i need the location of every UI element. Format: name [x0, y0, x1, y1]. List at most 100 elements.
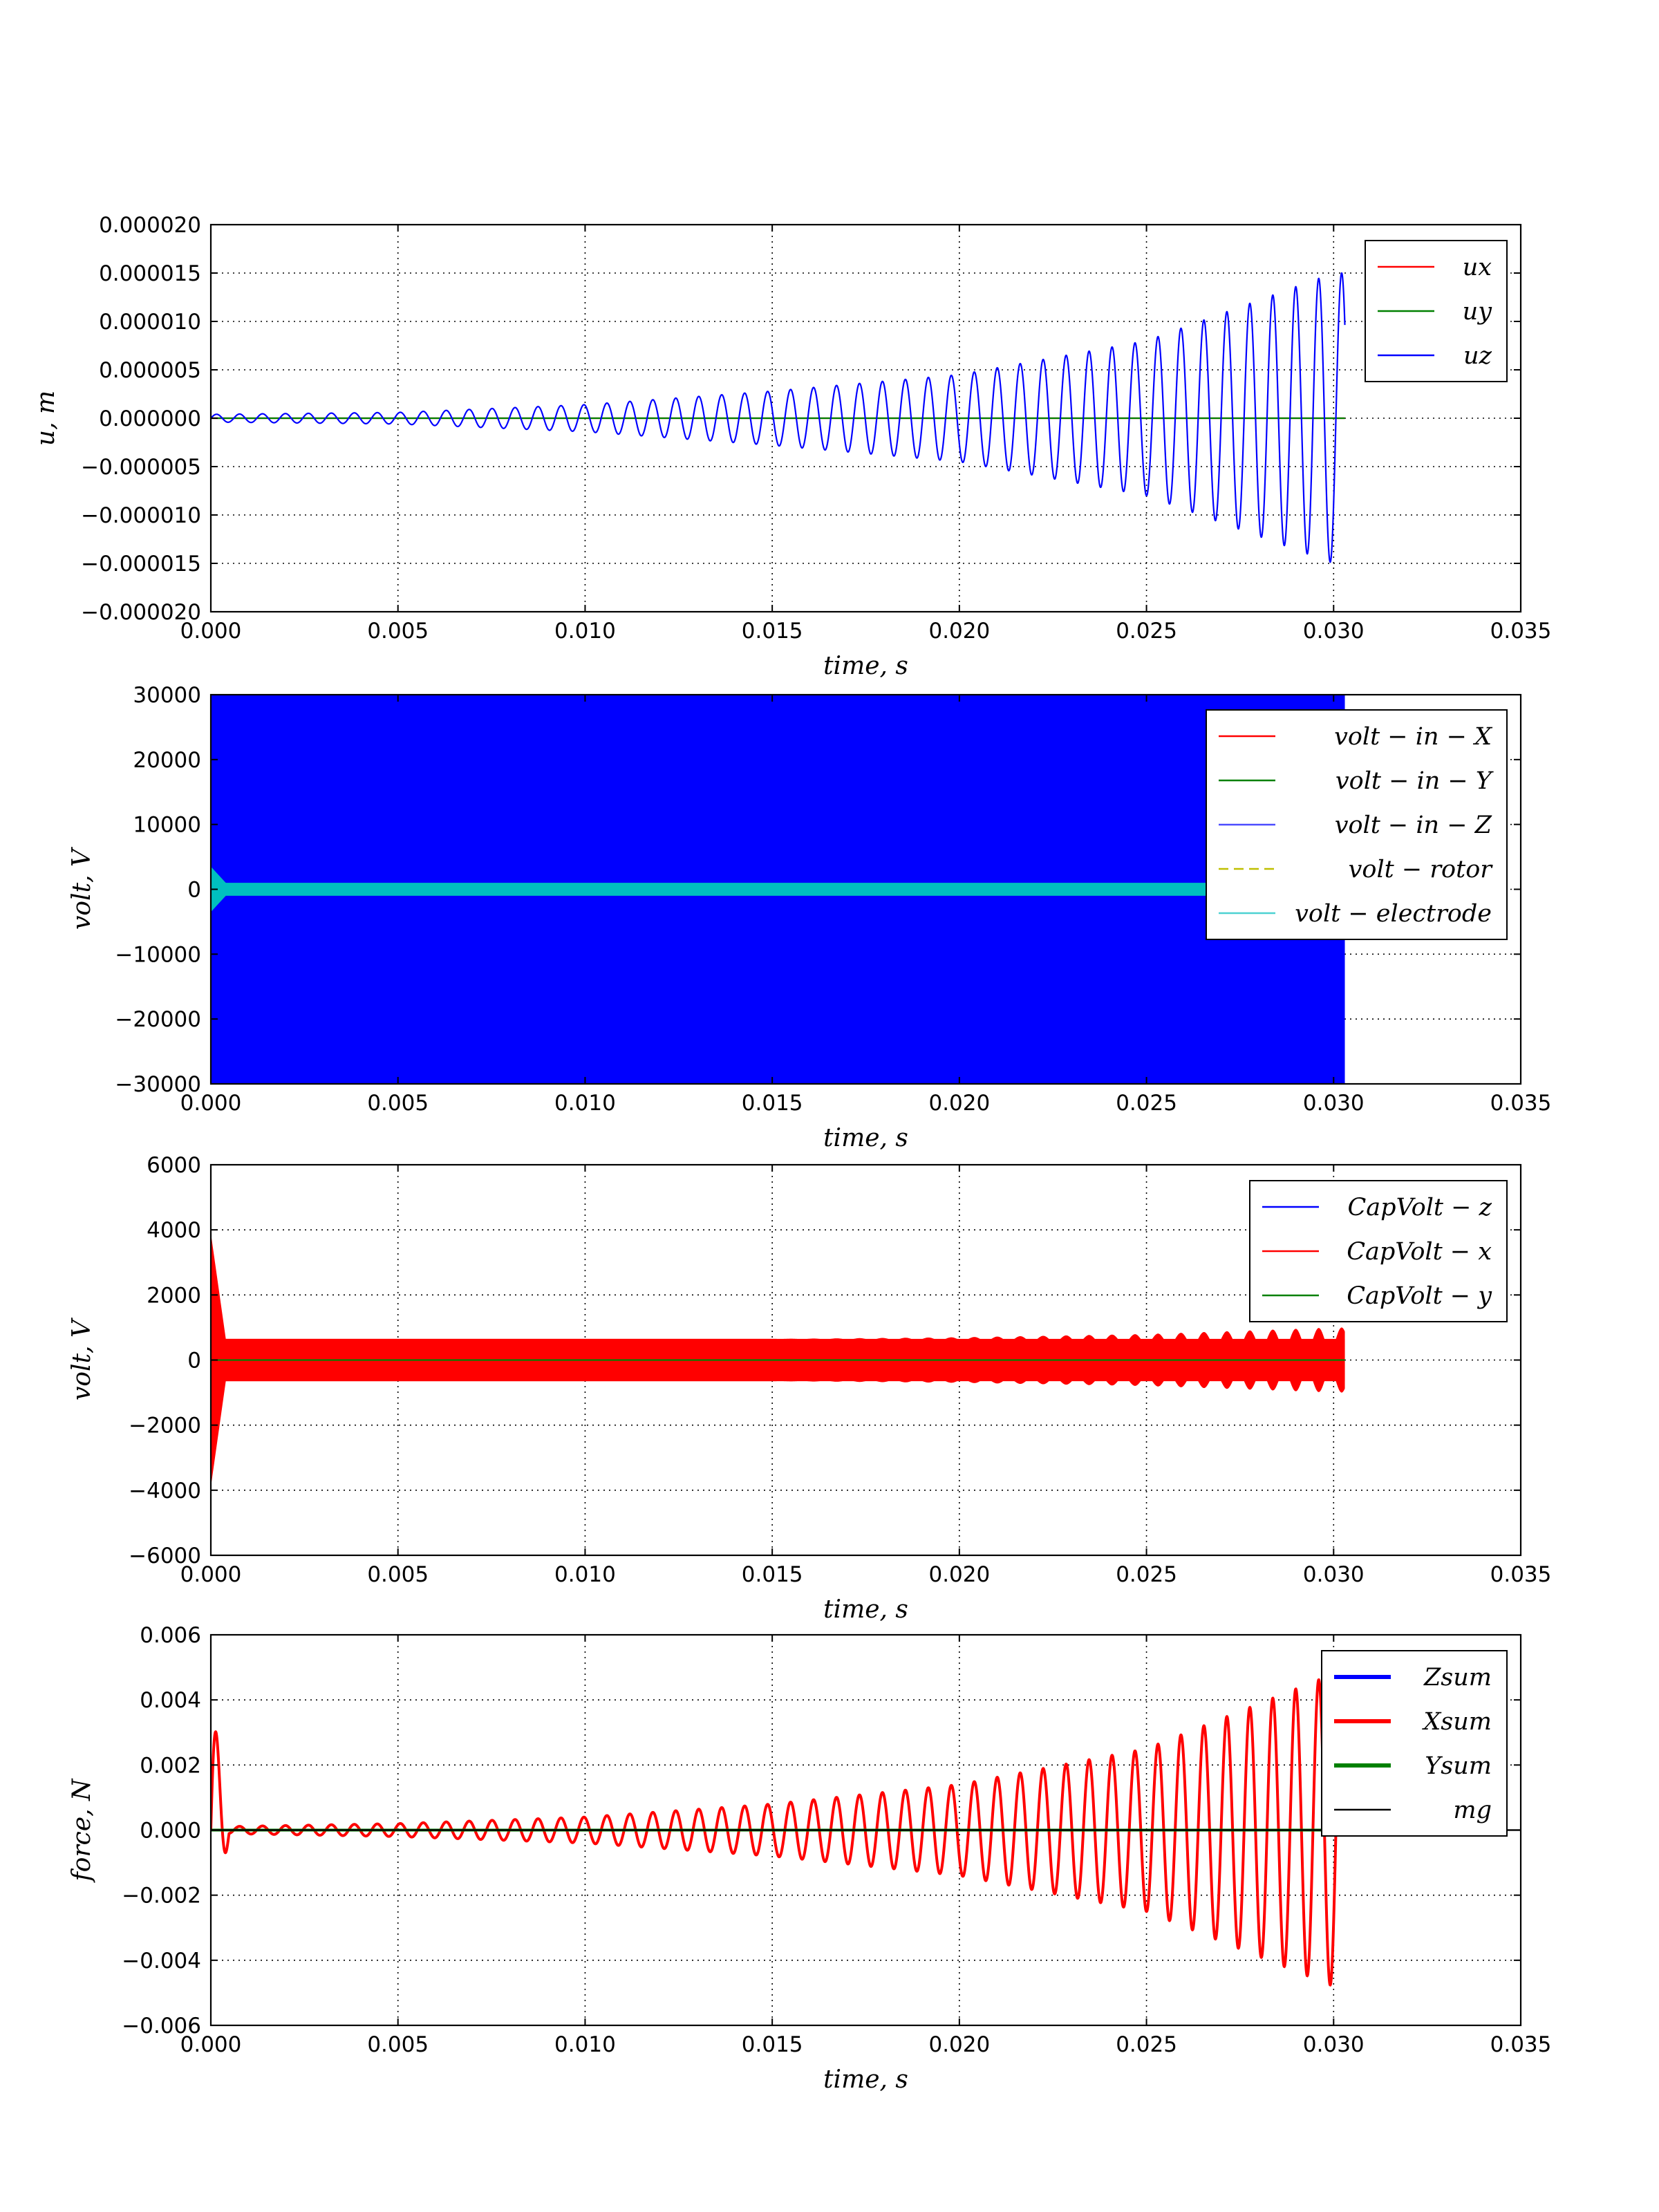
- x-tick-label: 0.020: [928, 1562, 990, 1587]
- y-tick-label: 0.000000: [99, 406, 201, 431]
- x-tick-label: 0.025: [1116, 2032, 1177, 2057]
- legend: ux uy uz: [1365, 240, 1508, 382]
- series-xsum: [211, 1672, 1347, 1987]
- y-tick-label: 0: [187, 878, 201, 903]
- y-axis-label: force, N: [68, 1778, 96, 1884]
- y-tick-label: −0.000020: [81, 600, 201, 625]
- x-tick-label: 0.005: [367, 1091, 429, 1116]
- y-tick-label: 20000: [133, 748, 201, 773]
- y-tick-label: −0.002: [122, 1884, 201, 1909]
- legend-label: CapVolt − x: [1347, 1238, 1492, 1266]
- x-tick-label: 0.035: [1490, 1562, 1552, 1587]
- y-tick-label: −6000: [129, 1544, 201, 1568]
- y-tick-label: 0.002: [140, 1753, 201, 1778]
- y-tick-label: −2000: [129, 1414, 201, 1438]
- x-tick-label: 0.030: [1303, 619, 1365, 644]
- x-tick-label: 0.015: [742, 2032, 803, 2057]
- y-axis-label: volt, V: [68, 1317, 96, 1400]
- x-tick-label: 0.000: [180, 1562, 242, 1587]
- x-tick-label: 0.000: [180, 619, 242, 644]
- x-tick-label: 0.030: [1303, 2032, 1365, 2057]
- y-tick-label: 0.004: [140, 1688, 201, 1713]
- y-tick-label: 4000: [147, 1218, 201, 1243]
- legend: volt − in − X volt − in − Y volt − in − Z v…: [1206, 709, 1508, 940]
- x-tick-label: 0.010: [554, 1091, 616, 1116]
- legend-label: volt − in − X: [1334, 723, 1493, 751]
- x-tick-label: 0.005: [367, 2032, 429, 2057]
- x-axis-label: time, s: [823, 1124, 908, 1152]
- y-tick-label: −4000: [129, 1479, 201, 1503]
- y-tick-label: 0.000015: [99, 261, 201, 286]
- legend-label: ux: [1463, 254, 1492, 281]
- y-tick-label: 0.000005: [99, 358, 201, 383]
- y-tick-label: 0.006: [140, 1623, 201, 1648]
- plot-area: [211, 695, 1345, 1084]
- y-tick-label: 6000: [147, 1153, 201, 1178]
- panel-2: 0.000 0.005 0.010 0.015 0.020 0.025 0.030 0.035…: [68, 683, 1551, 1152]
- legend-label: volt − in − Z: [1335, 812, 1492, 839]
- legend-label: Ysum: [1425, 1752, 1492, 1780]
- y-tick-label: 10000: [133, 813, 201, 838]
- legend: CapVolt − z CapVolt − x CapVolt − y: [1249, 1180, 1508, 1322]
- x-tick-label: 0.015: [742, 1091, 803, 1116]
- x-tick-label: 0.010: [554, 619, 616, 644]
- legend-label: uz: [1463, 342, 1492, 370]
- y-axis-label: u, m: [32, 391, 60, 446]
- legend-label: uy: [1463, 298, 1493, 326]
- x-tick-label: 0.025: [1116, 619, 1177, 644]
- series-uz: [211, 272, 1346, 563]
- y-tick-label: 0: [187, 1349, 201, 1374]
- panel-3: 0.000 0.005 0.010 0.015 0.020 0.025 0.030 0.035…: [68, 1153, 1551, 1624]
- y-tick-label: −30000: [115, 1072, 201, 1097]
- x-axis-label: time, s: [823, 652, 908, 680]
- x-tick-label: 0.020: [928, 619, 990, 644]
- legend-label: CapVolt − z: [1348, 1194, 1492, 1221]
- legend-label: volt − rotor: [1349, 856, 1494, 883]
- y-tick-label: −0.000010: [81, 503, 201, 528]
- y-tick-label: 2000: [147, 1283, 201, 1308]
- legend: Zsum Xsum Ysum mg: [1321, 1650, 1508, 1837]
- x-tick-label: 0.020: [928, 2032, 990, 2057]
- plot-area: [211, 272, 1346, 563]
- x-tick-label: 0.010: [554, 1562, 616, 1587]
- y-tick-label: 0.000020: [99, 213, 201, 238]
- x-tick-label: 0.020: [928, 1091, 990, 1116]
- x-tick-label: 0.025: [1116, 1091, 1177, 1116]
- y-tick-label: 0.000: [140, 1819, 201, 1844]
- plot-area: [211, 1232, 1345, 1488]
- x-tick-label: 0.035: [1490, 619, 1552, 644]
- y-tick-label: −0.000005: [81, 455, 201, 480]
- legend-label: volt − in − Y: [1335, 767, 1494, 795]
- y-axis-label: volt, V: [68, 846, 96, 930]
- panel-4: 0.000 0.005 0.010 0.015 0.020 0.025 0.030 0.035…: [68, 1623, 1551, 2094]
- x-tick-label: 0.015: [742, 619, 803, 644]
- y-tick-label: −0.006: [122, 2014, 201, 2038]
- x-axis-label: time, s: [823, 1595, 908, 1624]
- x-tick-label: 0.010: [554, 2032, 616, 2057]
- y-tick-label: 30000: [133, 683, 201, 708]
- y-tick-label: 0.000010: [99, 310, 201, 335]
- legend-label: Xsum: [1421, 1708, 1492, 1736]
- legend-box: [1321, 1650, 1508, 1837]
- y-tick-label: −20000: [115, 1007, 201, 1032]
- x-tick-label: 0.000: [180, 1091, 242, 1116]
- x-tick-label: 0.030: [1303, 1091, 1365, 1116]
- x-tick-label: 0.015: [742, 1562, 803, 1587]
- legend-label: CapVolt − y: [1347, 1282, 1492, 1310]
- plot-area: [211, 1672, 1521, 1987]
- y-tick-label: −0.004: [122, 1949, 201, 1974]
- series-volt-electrode-spike: [211, 866, 226, 912]
- x-tick-label: 0.035: [1490, 1091, 1552, 1116]
- x-tick-label: 0.005: [367, 1562, 429, 1587]
- series-volt-electrode: [211, 883, 1345, 896]
- y-tick-label: −0.000015: [81, 552, 201, 577]
- x-axis-label: time, s: [823, 2065, 908, 2094]
- legend-label: volt − electrode: [1295, 900, 1492, 928]
- x-tick-label: 0.000: [180, 2032, 242, 2057]
- panel-1: 0.000 0.005 0.010 0.015 0.020 0.025 0.030 0.035…: [32, 213, 1551, 680]
- x-tick-label: 0.030: [1303, 1562, 1365, 1587]
- legend-label: mg: [1453, 1797, 1492, 1824]
- legend-label: Zsum: [1423, 1664, 1492, 1691]
- x-tick-label: 0.035: [1490, 2032, 1552, 2057]
